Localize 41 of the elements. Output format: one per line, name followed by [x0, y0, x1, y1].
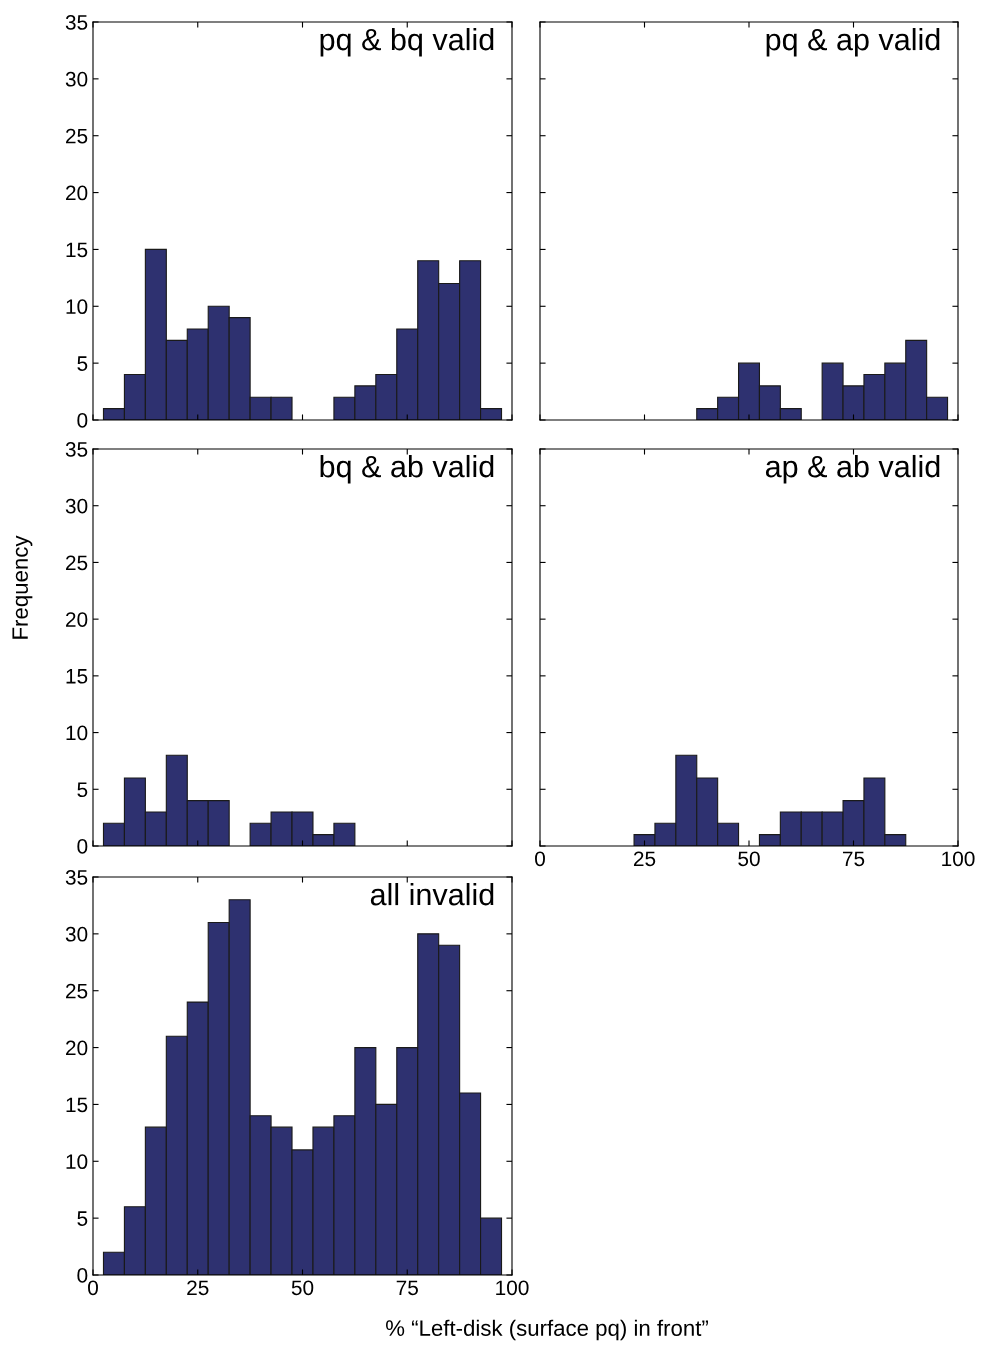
y-tick-label: 5: [77, 782, 88, 798]
y-tick-label: 10: [66, 1154, 88, 1170]
x-tick-label: 75: [396, 1280, 418, 1296]
y-tick-label: 35: [65, 442, 88, 457]
y-tick-label: 0: [77, 413, 88, 428]
y-tick-label: 10: [66, 725, 88, 741]
y-tick-label: 25: [66, 555, 88, 571]
y-tick-label: 5: [77, 1211, 88, 1226]
x-tick-label: 0: [88, 1280, 98, 1296]
y-tick-label: 15: [66, 1097, 88, 1113]
chart-title: all invalid: [370, 882, 494, 906]
y-tick-label: 0: [77, 839, 88, 854]
y-tick-label: 0: [77, 1268, 88, 1283]
y-axis-title: Frequency: [12, 535, 33, 639]
y-tick-label: 25: [66, 983, 88, 999]
x-tick-label: 50: [738, 851, 760, 867]
x-tick-label: 25: [187, 1280, 209, 1296]
y-tick-label: 10: [66, 299, 88, 315]
x-tick-label: 100: [496, 1280, 529, 1296]
y-tick-label: 35: [65, 870, 88, 885]
chart-title: pq & ap valid: [766, 27, 940, 57]
x-axis-title: % “Left-disk (surface pq) in front”: [386, 1319, 708, 1341]
chart-title: pq & bq valid: [320, 27, 494, 57]
x-tick-label: 25: [633, 851, 656, 867]
y-tick-label: 20: [66, 185, 88, 201]
chart-title: bq & ab valid: [320, 454, 494, 484]
y-tick-label: 30: [65, 498, 88, 514]
chart-title: ap & ab valid: [765, 454, 940, 484]
y-tick-label: 20: [66, 612, 88, 627]
y-tick-label: 15: [66, 669, 88, 684]
y-tick-label: 15: [66, 242, 88, 258]
y-tick-label: 25: [66, 128, 88, 144]
y-tick-label: 30: [65, 926, 88, 942]
x-tick-label: 50: [291, 1280, 314, 1296]
y-tick-label: 5: [77, 356, 88, 371]
x-tick-label: 75: [842, 851, 865, 867]
x-tick-label: 0: [535, 851, 545, 867]
y-tick-label: 20: [66, 1040, 88, 1056]
x-tick-label: 100: [942, 851, 975, 867]
y-tick-label: 30: [65, 71, 88, 87]
y-tick-label: 35: [65, 15, 88, 30]
